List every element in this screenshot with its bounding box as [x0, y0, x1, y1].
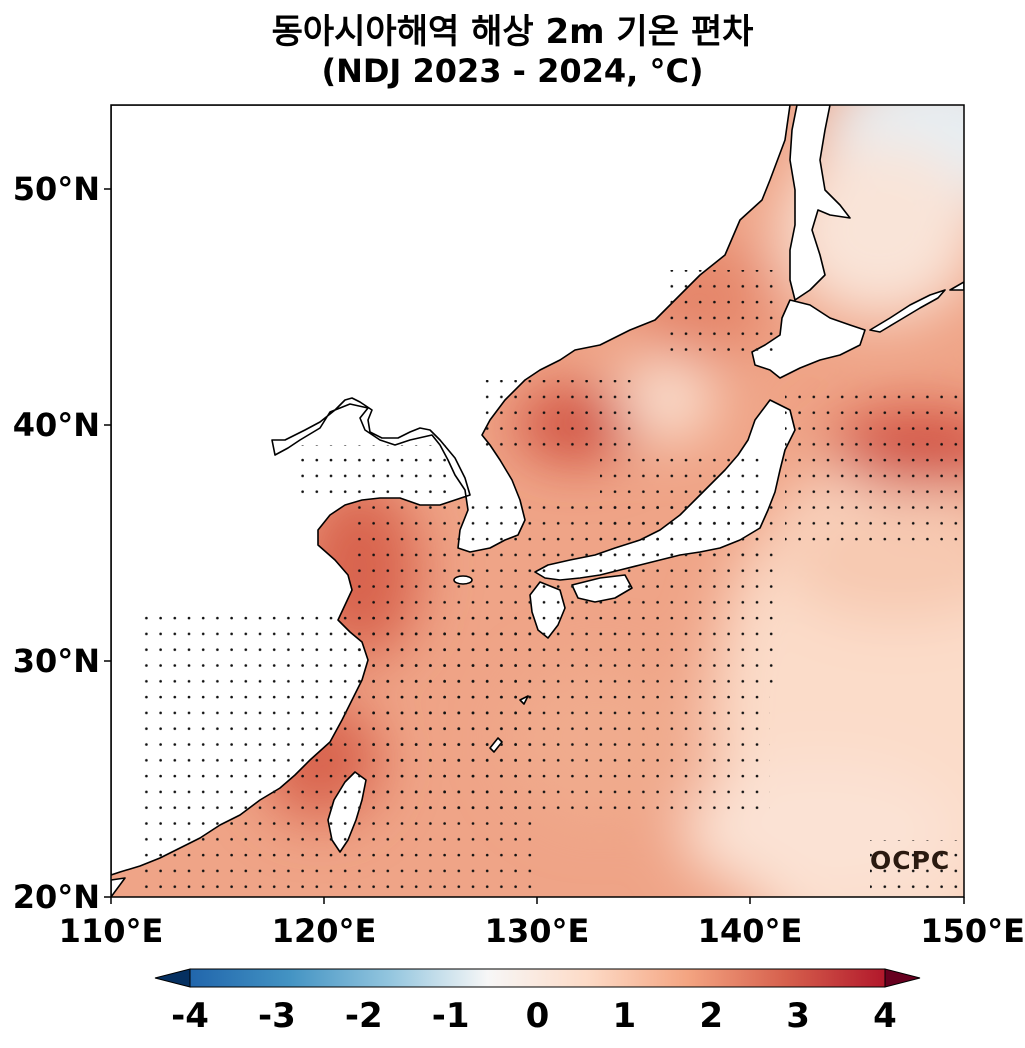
y-tick-label: 40°N [12, 406, 100, 444]
colorbar-tick-label: -2 [344, 996, 383, 1036]
x-tick-label: 110°E [58, 912, 164, 950]
colorbar-tick-label: 2 [699, 996, 724, 1036]
colorbar-tick-label: -3 [257, 996, 296, 1036]
x-tick-label: 130°E [484, 912, 590, 950]
kuril-islands [869, 289, 946, 333]
x-tick-label: 120°E [271, 912, 377, 950]
hainan-coast [111, 877, 126, 897]
colorbar-tick-label: 3 [786, 996, 810, 1036]
colorbar-tick-label: -1 [431, 996, 470, 1036]
colorbar-tick-label: 1 [612, 996, 637, 1036]
map-area [111, 105, 964, 897]
colorbar-tick-label: 4 [873, 996, 897, 1036]
x-tick-label: 140°E [697, 912, 803, 950]
map-subtitle: (NDJ 2023 - 2024, °C) [321, 52, 704, 90]
colorbar [154, 968, 921, 988]
ocpc-logo: OCPC [870, 846, 951, 875]
colorbar-tick-label: -4 [171, 996, 209, 1036]
x-tick-label: 150°E [920, 912, 1025, 950]
tick-marks [104, 188, 965, 904]
sakhalin [789, 105, 851, 301]
kamchatka-tip [949, 281, 964, 291]
significance-dots [140, 270, 964, 895]
y-tick-label: 50°N [12, 170, 100, 208]
map-title: 동아시아해역 해상 2m 기온 편차 [271, 12, 754, 52]
colorbar-tick-label: 0 [525, 996, 550, 1036]
y-tick-label: 30°N [12, 642, 100, 680]
y-tick-label: 20°N [12, 878, 100, 916]
